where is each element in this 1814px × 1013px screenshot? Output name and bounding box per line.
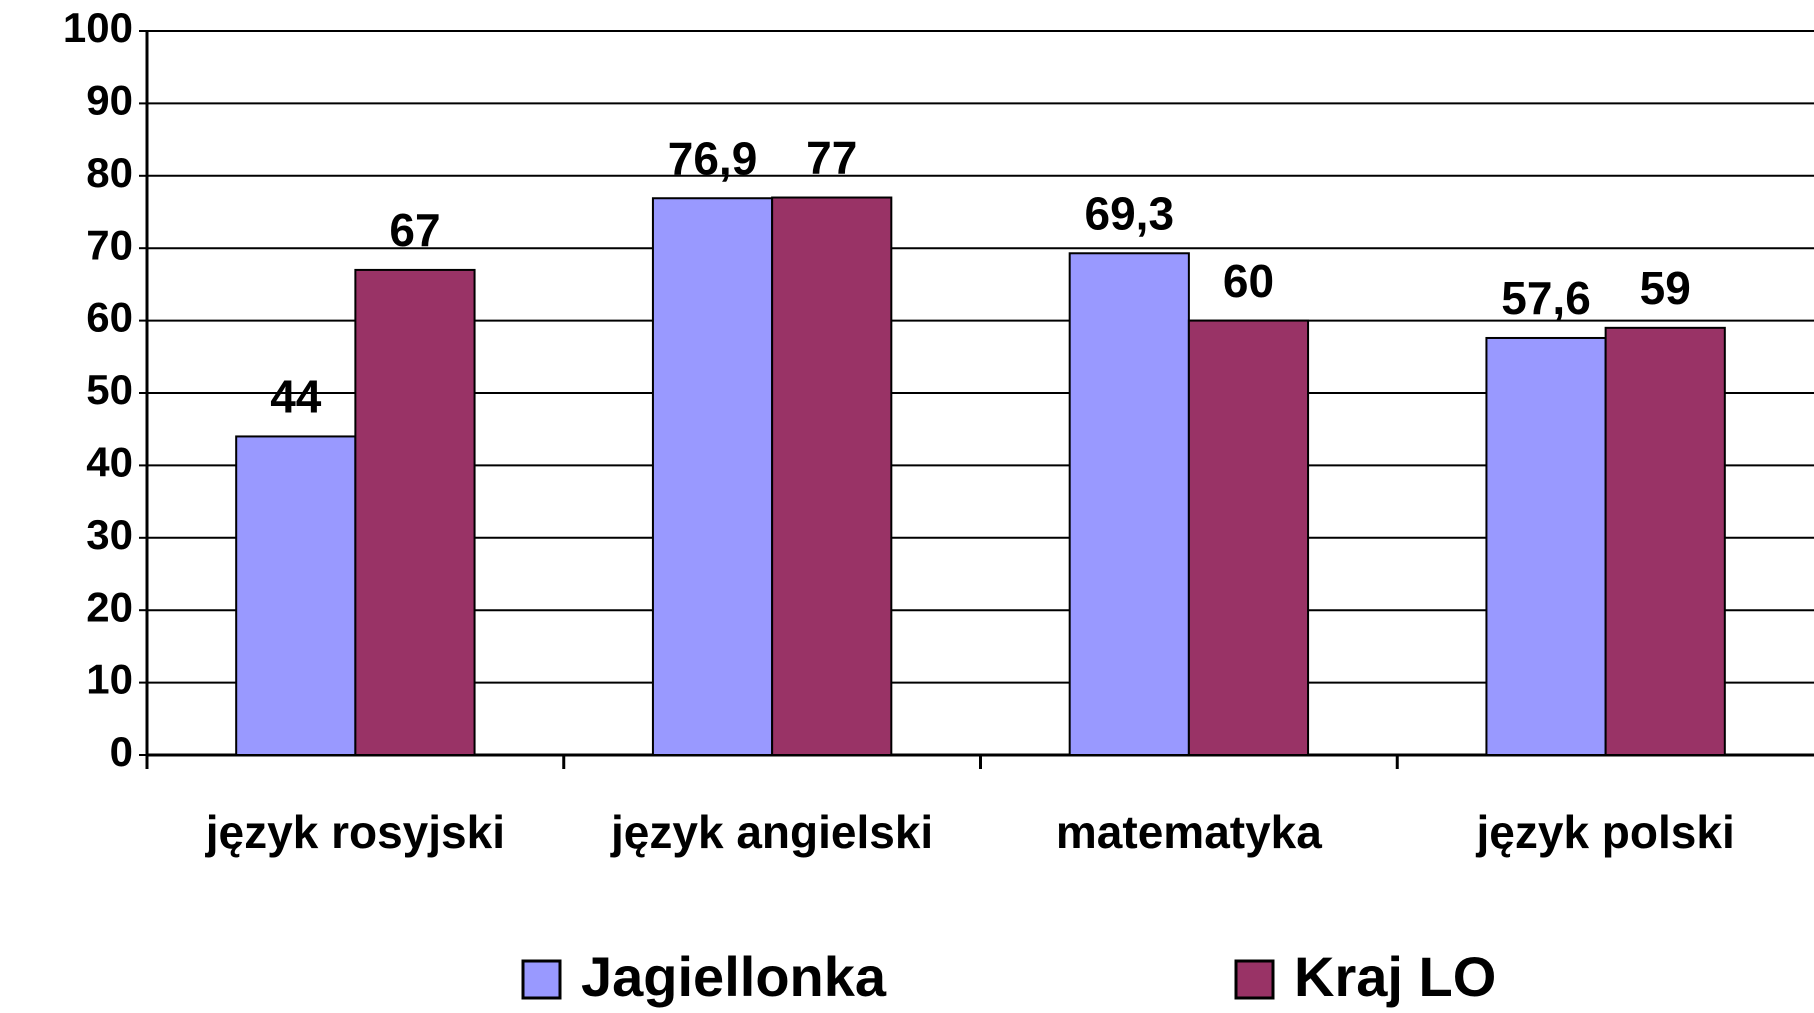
bar bbox=[651, 197, 774, 756]
value-label: 67 bbox=[389, 204, 440, 256]
y-tick-label: 10 bbox=[86, 656, 133, 703]
x-tick-label: język rosyjski bbox=[205, 806, 505, 858]
bar bbox=[1485, 336, 1607, 756]
y-tick-label: 50 bbox=[86, 366, 133, 413]
value-label: 60 bbox=[1223, 255, 1274, 307]
bar bbox=[1604, 326, 1726, 756]
y-tick-label: 0 bbox=[110, 728, 133, 775]
legend-label: Jagiellonka bbox=[581, 945, 887, 1008]
y-tick-label: 60 bbox=[86, 294, 133, 341]
value-label: 76,9 bbox=[668, 132, 758, 184]
y-tick-label: 30 bbox=[86, 511, 133, 558]
value-label: 59 bbox=[1640, 262, 1691, 314]
x-tick-label: język polski bbox=[1476, 806, 1735, 858]
value-label: 57,6 bbox=[1501, 272, 1591, 324]
y-tick-label: 20 bbox=[86, 583, 133, 630]
y-tick-label: 100 bbox=[63, 4, 133, 51]
value-label: 77 bbox=[806, 132, 857, 184]
y-tick-label: 90 bbox=[86, 76, 133, 123]
x-tick-label: matematyka bbox=[1056, 806, 1322, 858]
y-tick-label: 40 bbox=[86, 438, 133, 485]
legend-swatch bbox=[1234, 959, 1275, 1000]
x-tick-label: język angielski bbox=[610, 806, 933, 858]
legend-label: Kraj LO bbox=[1294, 945, 1496, 1008]
bar bbox=[235, 435, 357, 756]
bar bbox=[354, 268, 476, 756]
bar bbox=[1187, 319, 1310, 756]
value-label: 44 bbox=[270, 371, 322, 423]
y-tick-label: 80 bbox=[86, 149, 133, 196]
value-label: 69,3 bbox=[1085, 187, 1175, 239]
bar bbox=[771, 196, 893, 756]
y-tick-label: 70 bbox=[86, 221, 133, 268]
legend-swatch bbox=[521, 959, 562, 1000]
bar bbox=[1068, 252, 1190, 756]
